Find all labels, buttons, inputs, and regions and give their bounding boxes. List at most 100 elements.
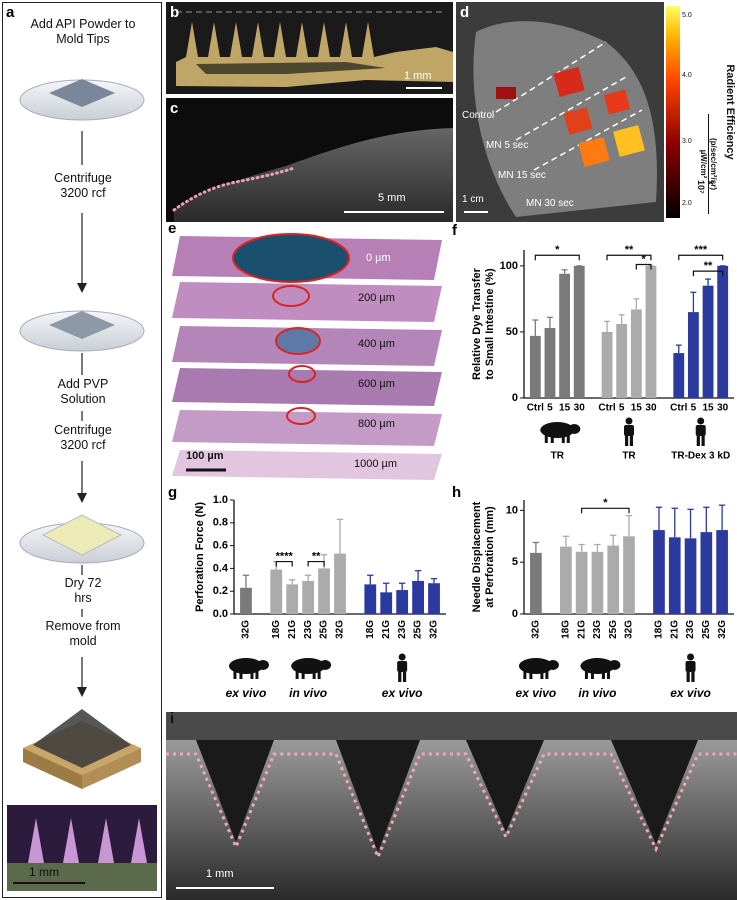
panel-e-image [172,233,442,480]
pig-icon [566,434,570,443]
significance-bracket [581,507,630,514]
error-bar [690,291,697,313]
panel-label: b [170,4,180,21]
panel-label: d [460,4,470,21]
signal-spots [496,67,645,167]
x-tick-label: 18G [365,620,376,639]
panel-label: f [452,222,457,239]
error-bar [242,574,250,588]
group-label: ex vivo [670,686,711,700]
pig-icon [295,670,299,679]
human-icon [696,436,700,446]
error-bar [671,507,678,538]
bar [673,353,685,398]
panel-label: i [170,712,175,727]
significance-label: * [641,253,646,265]
y-tick-label: 0.2 [213,585,228,597]
x-tick-label: 5 [547,403,553,414]
error-bar [336,518,344,554]
depth-label: 1000 µm [354,458,398,470]
y-tick-label: 0 [512,608,518,620]
significance-bracket [534,254,580,261]
x-tick-label: 21G [669,620,680,639]
pig-icon [250,670,254,679]
bar [575,551,588,614]
error-bar [633,298,640,310]
y-tick-label: 0.0 [213,608,228,620]
group-label: ex vivo [226,686,267,700]
panel-b-image [176,11,453,89]
panel-label: c [170,100,179,117]
x-tick-label: 32G [717,620,728,639]
error-bar [594,543,601,552]
bar [559,273,571,398]
y-tick-label: 1.0 [213,494,228,506]
bar [240,587,252,614]
scale-label: 5 mm [378,192,406,204]
x-tick-label: 23G [685,620,696,639]
x-tick-label: 5 [691,403,697,414]
x-tick-label: 23G [303,620,314,639]
human-icon [402,672,407,682]
y-tick-label: 100 [500,260,518,272]
pig-icon [606,670,610,679]
mold [19,310,145,352]
scale-label: 1 mm [404,70,432,82]
pig-icon [256,660,269,670]
bar [530,552,542,614]
step-text: Dry 72 hrs [64,576,102,605]
human-icon [686,672,690,682]
significance-label: ** [312,550,321,562]
depth-label: 800 µm [358,418,395,430]
step-text: Centrifuge 3200 rcf [54,423,112,452]
bar [653,530,665,614]
region-label: MN 5 sec [486,140,529,151]
panel-label: h [452,484,462,501]
bar [668,537,681,614]
human-icon [685,661,696,672]
x-tick-label: 18G [654,620,665,639]
pig-icon [317,670,321,679]
panel-c-image [172,128,453,222]
error-bar [675,344,682,354]
colorbar-tick: 3.0 [682,138,692,145]
y-tick-label: 0.8 [213,517,228,529]
group-label: ex vivo [516,686,557,700]
bar [573,265,585,398]
x-tick-label: 32G [241,620,252,639]
error-bar [610,534,617,546]
human-icon [625,417,633,425]
x-tick-label: 18G [271,620,282,639]
step-text: Centrifuge 3200 rcf [54,171,112,200]
human-icon [624,425,634,436]
significance-label: *** [694,244,708,256]
panel-b: b 1 mm [166,2,453,94]
chart-h: 0 5 10 Needle Displacement at Perforation (m… [471,497,734,700]
y-tick-label: 5 [512,556,518,568]
region-label: MN 15 sec [498,170,546,181]
microneedle-patch [23,709,141,789]
error-bar [304,574,312,581]
pig-icon [291,658,326,674]
bar [428,583,440,614]
x-tick-label: 21G [287,620,298,639]
human-icon [695,425,706,436]
bar [645,265,657,398]
region-label: MN 30 sec [526,198,574,209]
error-bar [578,543,585,552]
error-bar [398,582,406,591]
chart-f: 0 50 100 Relative Dye Transfer to Small Inte… [471,244,734,462]
error-bar [718,504,726,531]
bar [616,324,628,398]
y-tick-label: 0.6 [213,540,228,552]
x-tick-label: 32G [335,620,346,639]
bar [601,331,613,398]
pig-icon [255,670,259,679]
group-label: ex vivo [382,686,423,700]
bar [607,545,620,614]
y-axis-label: to Small Intestine (%) [484,268,496,380]
x-tick-label: 30 [717,403,729,414]
x-tick-label: 30 [574,403,586,414]
colorbar [666,6,680,218]
